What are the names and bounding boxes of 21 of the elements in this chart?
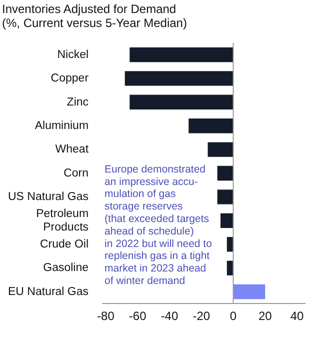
x-tick-label: -80	[97, 309, 115, 324]
y-tick-label: Nickel	[57, 48, 89, 61]
y-tick-label: Crude Oil	[40, 238, 89, 251]
x-tick-label: -20	[192, 309, 210, 324]
y-tick-label: EU Natural Gas	[8, 286, 89, 298]
chart-title: Inventories Adjusted for Demand	[2, 2, 178, 16]
x-tick-label: 20	[258, 309, 272, 324]
y-tick-label: Corn	[64, 167, 89, 180]
text: Europe demonstrated an impressive accu- mulation of gas storage reserves (that exceeded targets ahead of schedule) in 2022 but will need to replenish gas in a tight market in 2023 ahead of winter demand	[104, 163, 212, 287]
x-tick-label: -40	[160, 309, 178, 324]
x-tick-label: 40	[290, 309, 304, 324]
y-tick-label: Wheat	[55, 144, 90, 156]
chart-subtitle: (%, Current versus 5-Year Median)	[2, 16, 188, 30]
y-tick-label: US Natural Gas	[8, 191, 89, 204]
y-tick-label: Gasoline	[43, 262, 89, 274]
y-tick-label: Zinc	[66, 96, 89, 108]
y-tick-label: Aluminium	[34, 120, 89, 132]
y-tick-label: Copper	[50, 72, 89, 85]
x-tick-label: -60	[128, 309, 147, 324]
x-tick-label: 0	[230, 309, 237, 324]
y-tick-label: Petroleum Products	[36, 208, 89, 234]
